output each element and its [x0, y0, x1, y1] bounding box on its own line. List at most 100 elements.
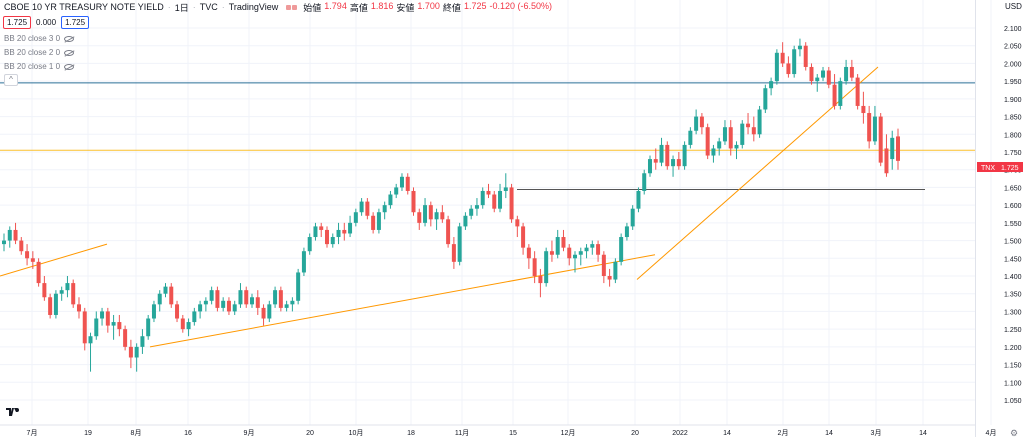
- candle-body: [844, 66, 849, 82]
- candle-body: [780, 52, 785, 64]
- candle-body: [647, 159, 652, 174]
- candle-body: [434, 212, 439, 220]
- candle-body: [578, 251, 583, 255]
- x-tick-label: 2022: [672, 430, 688, 437]
- candle-body: [82, 311, 87, 344]
- candle-body: [809, 66, 814, 82]
- candle-body: [457, 226, 462, 262]
- candle-body: [613, 261, 618, 280]
- candle-body: [423, 205, 428, 223]
- candle-body: [319, 226, 324, 230]
- candle-body: [676, 159, 681, 167]
- candle-body: [607, 276, 612, 280]
- candle-body: [561, 237, 566, 248]
- candle-body: [797, 45, 802, 50]
- candle-body: [601, 254, 606, 276]
- y-tick-label: 2.000: [1004, 61, 1022, 68]
- indicator-item[interactable]: BB 20 close 2 0: [4, 48, 75, 57]
- candle-body: [175, 304, 180, 319]
- x-tick-label: 20: [631, 430, 639, 437]
- eye-off-icon[interactable]: [64, 49, 75, 56]
- candle-body: [336, 229, 341, 238]
- candle-body: [163, 286, 168, 294]
- candle-body: [146, 318, 151, 337]
- currency-label[interactable]: USD: [1005, 2, 1022, 11]
- candle-body: [728, 127, 733, 149]
- candle-body: [682, 144, 687, 167]
- y-tick-label: 1.500: [1004, 239, 1022, 246]
- price-axis[interactable]: [975, 0, 1024, 437]
- price-tag-value: 1.725: [1001, 165, 1019, 172]
- open-label: 始値: [303, 2, 322, 13]
- candle-body: [42, 283, 47, 298]
- header-separator: ·: [192, 2, 196, 12]
- chart-header: CBOE 10 YR TREASURY NOTE YIELD · 1日 · TV…: [0, 0, 975, 14]
- y-tick-label: 2.100: [1004, 26, 1022, 33]
- collapse-legend-button[interactable]: ^: [4, 74, 18, 86]
- x-tick-label: 7月: [27, 429, 38, 437]
- interval-label[interactable]: 1日: [174, 2, 189, 13]
- indicator-label: BB 20 close 1 0: [4, 62, 61, 71]
- price-tag-symbol: TNX: [981, 165, 995, 172]
- candle-body: [774, 52, 779, 82]
- candle-body: [394, 187, 399, 195]
- sell-button[interactable]: 1.725: [3, 16, 32, 29]
- candle-body: [65, 283, 70, 291]
- candle-body: [105, 311, 110, 326]
- candle-body: [13, 229, 18, 241]
- trend-line: [149, 254, 656, 348]
- candle-body: [192, 311, 197, 323]
- eye-off-icon[interactable]: [64, 63, 75, 70]
- tradingview-logo-icon[interactable]: [5, 406, 19, 418]
- indicator-label: BB 20 close 3 0: [4, 34, 61, 43]
- high-value: 1.816: [370, 0, 394, 11]
- y-tick-label: 1.850: [1004, 115, 1022, 122]
- candle-body: [59, 290, 64, 294]
- candle-body: [353, 212, 358, 223]
- candle-body: [584, 247, 589, 252]
- candle-body: [94, 318, 99, 337]
- candle-body: [232, 304, 237, 312]
- indicator-item[interactable]: BB 20 close 1 0: [4, 62, 75, 71]
- close-label: 終値: [442, 2, 461, 13]
- candle-body: [740, 123, 745, 145]
- x-tick-label: 8月: [131, 429, 142, 437]
- candle-body: [671, 159, 676, 167]
- y-tick-label: 1.400: [1004, 274, 1022, 281]
- candle-body: [469, 208, 474, 216]
- status-dots-icon[interactable]: [286, 4, 298, 10]
- horizontal-lines: [0, 82, 975, 191]
- indicator-item[interactable]: BB 20 close 3 0: [4, 34, 75, 43]
- y-tick-label: 1.300: [1004, 309, 1022, 316]
- candle-body: [348, 222, 353, 234]
- candle-body: [573, 254, 578, 259]
- buy-button[interactable]: 1.725: [61, 16, 90, 29]
- symbol-title[interactable]: CBOE 10 YR TREASURY NOTE YIELD: [4, 2, 164, 12]
- candle-body: [746, 123, 751, 128]
- candle-body: [203, 300, 208, 305]
- y-tick-label: 1.450: [1004, 256, 1022, 263]
- low-label: 安値: [396, 2, 415, 13]
- y-tick-label: 1.800: [1004, 132, 1022, 139]
- gear-icon[interactable]: ⚙: [1010, 428, 1019, 437]
- candle-body: [128, 346, 133, 358]
- y-axis-ticks: 2.100 2.050 2.000 1.950 1.900 1.850 1.800 1.750…: [1004, 26, 1022, 405]
- x-tick-label: 18: [407, 430, 415, 437]
- candle-body: [515, 219, 520, 227]
- candle-body: [509, 187, 514, 220]
- candle-body: [596, 244, 601, 255]
- candle-body: [694, 116, 699, 131]
- candle-body: [855, 77, 860, 106]
- candle-body: [521, 226, 526, 248]
- candle-body: [198, 304, 203, 312]
- candle-body: [463, 215, 468, 227]
- y-tick-label: 1.350: [1004, 292, 1022, 299]
- candle-body: [451, 244, 456, 262]
- price-tag: TNX 1.725: [977, 162, 1023, 172]
- candle-body: [498, 190, 503, 209]
- candle-body: [722, 127, 727, 142]
- candle-body: [532, 258, 537, 276]
- x-tick-label: 3月: [871, 429, 882, 437]
- eye-off-icon[interactable]: [64, 35, 75, 42]
